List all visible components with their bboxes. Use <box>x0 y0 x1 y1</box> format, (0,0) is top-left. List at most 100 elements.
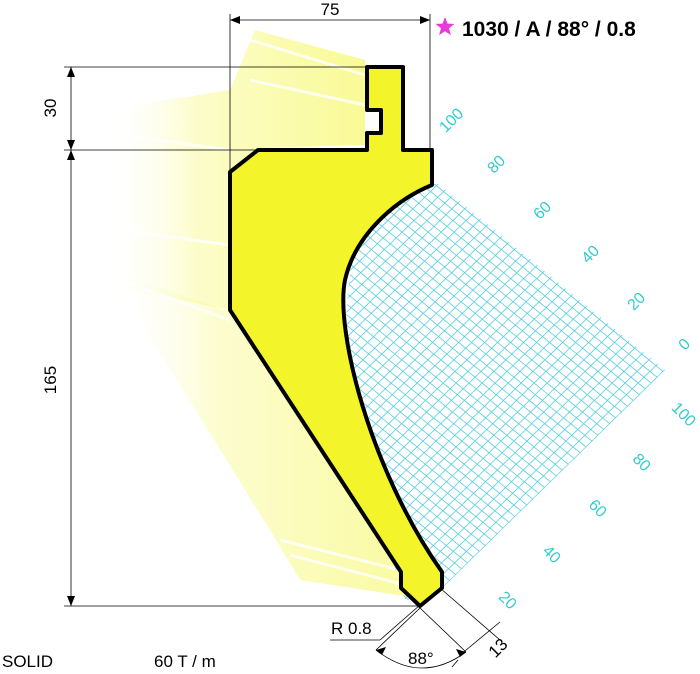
grid-line <box>0 0 159 672</box>
grid-line <box>495 183 665 600</box>
grid-scale-upper: 100 80 60 40 20 0 <box>436 105 694 354</box>
grid-label: 20 <box>625 289 650 314</box>
grid-line <box>523 183 665 600</box>
grid-line <box>345 183 602 600</box>
material-label: SOLID <box>2 652 53 671</box>
grid-line <box>521 183 665 600</box>
grid-line <box>345 183 665 600</box>
grid-line <box>345 183 665 600</box>
grid-line <box>345 183 665 600</box>
grid-line <box>345 183 665 600</box>
grid-line <box>0 0 133 672</box>
grid-line <box>345 183 665 600</box>
grid-label: 40 <box>539 543 564 568</box>
grid-line <box>345 183 665 600</box>
grid-line <box>612 183 665 600</box>
grid-line <box>345 183 665 600</box>
grid-line <box>0 0 41 674</box>
grid-line <box>345 183 665 600</box>
grid-line <box>0 0 120 672</box>
grid-label: 80 <box>485 152 510 177</box>
die-profile <box>228 65 444 608</box>
body-height-label: 165 <box>41 366 60 394</box>
grid-label: 40 <box>579 242 604 267</box>
grid-label: 0 <box>676 336 694 354</box>
grid-label: 100 <box>668 399 699 430</box>
grid-line <box>345 183 665 600</box>
grid-line <box>345 183 665 600</box>
grid-line <box>638 183 665 600</box>
grid-line <box>0 0 145 674</box>
grid-label: 80 <box>629 451 654 476</box>
grid-line <box>345 183 665 600</box>
grid-line <box>432 183 665 600</box>
grid-line <box>497 183 665 600</box>
shank-height-label: 30 <box>41 99 60 118</box>
dimension-lines <box>64 14 501 669</box>
dimension-arrows <box>67 16 466 657</box>
grid-line <box>601 183 665 600</box>
grid-line <box>345 183 665 600</box>
grid-line <box>345 183 665 600</box>
grid-line <box>345 183 665 600</box>
grid-line <box>345 183 665 600</box>
grid-line <box>345 183 665 600</box>
grid-line <box>627 183 665 600</box>
grid-line <box>614 183 665 600</box>
grid-line <box>0 0 171 674</box>
capacity-label: 60 T / m <box>154 652 216 671</box>
grid-line <box>693 0 700 674</box>
die-title: 1030 / A / 88° / 0.8 <box>462 18 636 41</box>
grid-line <box>667 0 700 674</box>
grid-label: 60 <box>531 198 556 223</box>
grid-line <box>419 183 665 600</box>
grid-line <box>345 183 665 600</box>
grid-line <box>345 183 665 600</box>
grid-line <box>443 183 665 600</box>
grid-line <box>345 183 665 600</box>
grid-line <box>345 183 665 600</box>
grid-line <box>0 0 172 672</box>
grid-line <box>640 183 665 600</box>
grid-label: 20 <box>495 589 520 614</box>
perspective-shading <box>105 30 418 598</box>
grid-line <box>653 183 665 600</box>
grid-line <box>345 183 576 600</box>
grid-line <box>0 0 132 674</box>
grid-line <box>345 183 665 600</box>
grid-line <box>345 183 665 600</box>
grid-line <box>0 0 80 674</box>
grid-line <box>345 183 665 600</box>
width-label: 75 <box>321 0 340 19</box>
grid-line <box>549 183 665 600</box>
radius-label: R 0.8 <box>331 619 372 638</box>
grid-line <box>664 183 665 600</box>
grid-line <box>430 183 665 600</box>
grid-line <box>345 183 665 600</box>
grid-line <box>458 183 665 600</box>
grid-line <box>345 183 589 600</box>
grid-line <box>0 0 15 674</box>
tip-width-label: 13 <box>485 635 512 662</box>
grid-line <box>345 183 665 600</box>
star-icon <box>435 17 455 36</box>
grid-line <box>404 183 665 600</box>
grid-line <box>0 0 28 674</box>
grid-line <box>651 183 665 600</box>
grid-line <box>599 183 665 600</box>
grid-line <box>345 183 665 600</box>
grid-line <box>536 183 665 600</box>
grid-line <box>588 183 665 600</box>
grid-line <box>456 183 665 600</box>
grid-line <box>471 183 665 600</box>
grid-line <box>345 183 665 600</box>
grid-line <box>345 183 665 600</box>
grid-line <box>345 183 665 600</box>
grid-label: 100 <box>436 105 467 136</box>
grid-line <box>345 183 665 600</box>
grid-line <box>345 183 665 600</box>
grid-line <box>345 183 665 600</box>
